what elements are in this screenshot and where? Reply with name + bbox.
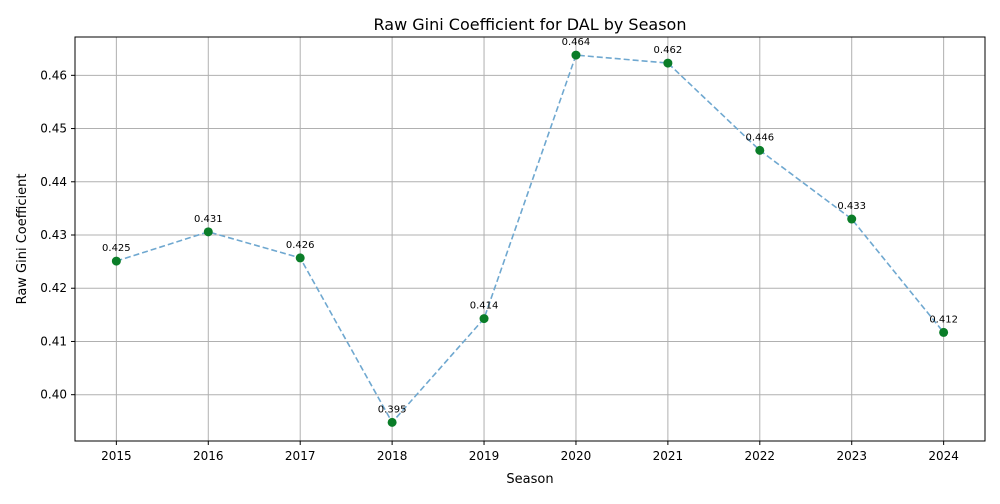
data-point — [479, 314, 489, 324]
y-tick-label: 0.40 — [40, 388, 67, 402]
data-point — [295, 253, 305, 263]
data-point — [571, 50, 581, 60]
data-point — [663, 58, 673, 68]
data-label: 0.395 — [378, 404, 407, 415]
y-tick-label: 0.42 — [40, 281, 67, 295]
y-tick-label: 0.46 — [40, 68, 67, 82]
data-label: 0.464 — [562, 37, 591, 48]
data-point — [203, 227, 213, 237]
data-label: 0.414 — [470, 301, 499, 312]
data-label: 0.425 — [102, 243, 131, 254]
data-point — [847, 214, 857, 224]
x-axis-label: Season — [506, 472, 553, 487]
data-label: 0.412 — [929, 314, 958, 325]
chart-title: Raw Gini Coefficient for DAL by Season — [374, 15, 687, 34]
y-tick-label: 0.41 — [40, 334, 67, 348]
series-line — [116, 54, 945, 424]
x-tick-label: 2022 — [745, 449, 776, 463]
data-point — [755, 145, 765, 155]
x-tick-label: 2018 — [377, 449, 408, 463]
x-tick-label: 2020 — [561, 449, 592, 463]
x-tick-label: 2021 — [653, 449, 684, 463]
data-point — [387, 417, 397, 427]
y-tick-label: 0.43 — [40, 228, 67, 242]
x-tick-label: 2017 — [285, 449, 316, 463]
x-tick-label: 2023 — [836, 449, 867, 463]
grid-layer — [75, 37, 985, 441]
x-tick-label: 2019 — [469, 449, 500, 463]
series-layer — [111, 50, 949, 427]
y-tick-label: 0.45 — [40, 122, 67, 136]
x-tick-label: 2024 — [928, 449, 959, 463]
y-axis-label: Raw Gini Coefficient — [15, 174, 30, 305]
x-tick-label: 2015 — [101, 449, 132, 463]
y-tick-label: 0.44 — [40, 175, 67, 189]
data-label: 0.431 — [194, 214, 223, 225]
plot-frame — [74, 36, 986, 442]
axis-layer: 2015 2016 2017 2018 2019 2020 2021 2022 2023 2024… — [40, 68, 959, 463]
data-label: 0.426 — [286, 240, 315, 251]
data-label: 0.446 — [745, 132, 774, 143]
data-label: 0.462 — [654, 45, 683, 56]
x-tick-label: 2016 — [193, 449, 224, 463]
data-point — [111, 256, 121, 266]
data-label: 0.433 — [837, 201, 866, 212]
data-point — [939, 327, 949, 337]
data-label-layer: 0.425 0.431 0.426 0.395 0.414 0.464 0.462 0.446… — [102, 37, 958, 415]
